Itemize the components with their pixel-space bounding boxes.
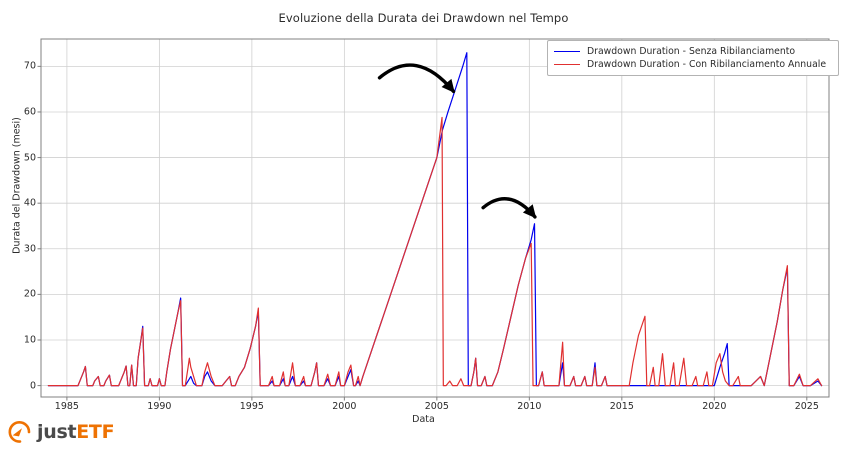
y-tick-label: 0	[29, 380, 36, 392]
x-axis-ticks: 1985 1990 1995 2000 2005 2010 2015 2020 2025	[0, 401, 847, 421]
legend-item-con-ribilanciamento[interactable]: Drawdown Duration - Con Ribilanciamento …	[554, 58, 832, 71]
brand-etf-text: ETF	[76, 420, 115, 443]
y-tick-label: 40	[23, 197, 36, 209]
y-tick-label: 50	[23, 152, 36, 164]
y-tick-label: 60	[23, 106, 36, 118]
tick-marks	[37, 65, 808, 401]
x-tick-label: 2020	[702, 401, 727, 412]
x-tick-label: 2000	[332, 401, 357, 412]
arrow-curve	[377, 63, 456, 94]
x-tick-label: 1990	[147, 401, 172, 412]
x-tick-label: 2005	[424, 401, 449, 412]
legend-label-senza-ribilanciamento: Drawdown Duration - Senza Ribilanciament…	[587, 46, 796, 57]
x-axis-label: Data	[412, 414, 435, 425]
x-tick-label: 2010	[517, 401, 542, 412]
chart-title: Evoluzione della Durata dei Drawdown nel…	[278, 11, 569, 25]
brand-just-text: just	[37, 420, 77, 443]
y-tick-label: 10	[23, 334, 36, 346]
y-tick-label: 70	[23, 60, 36, 72]
x-tick-label: 1995	[239, 401, 264, 412]
chart-legend: Drawdown Duration - Senza Ribilanciament…	[547, 40, 839, 76]
arrow-to-secondary-peak	[481, 197, 537, 219]
justetf-wordmark: justETF	[37, 420, 115, 443]
arrow-head	[522, 204, 537, 219]
x-tick-label: 2015	[609, 401, 634, 412]
arrow-to-main-peak	[377, 63, 456, 94]
series-line-con-ribilanciamento	[47, 116, 823, 387]
y-tick-label: 30	[23, 243, 36, 255]
y-axis-ticks: 0 10 20 30 40 50 60 70	[0, 0, 36, 450]
legend-swatch-red	[554, 64, 580, 65]
gridlines	[41, 39, 829, 397]
y-tick-label: 20	[23, 288, 36, 300]
legend-swatch-blue	[554, 51, 580, 52]
plot-border	[40, 38, 830, 398]
x-tick-label: 2025	[794, 401, 819, 412]
justetf-logo-icon	[8, 421, 31, 443]
x-tick-label: 1985	[54, 401, 79, 412]
legend-item-senza-ribilanciamento[interactable]: Drawdown Duration - Senza Ribilanciament…	[554, 45, 832, 58]
justetf-watermark: justETF	[8, 419, 115, 445]
legend-label-con-ribilanciamento: Drawdown Duration - Con Ribilanciamento …	[587, 59, 827, 70]
arrow-head	[441, 78, 455, 93]
